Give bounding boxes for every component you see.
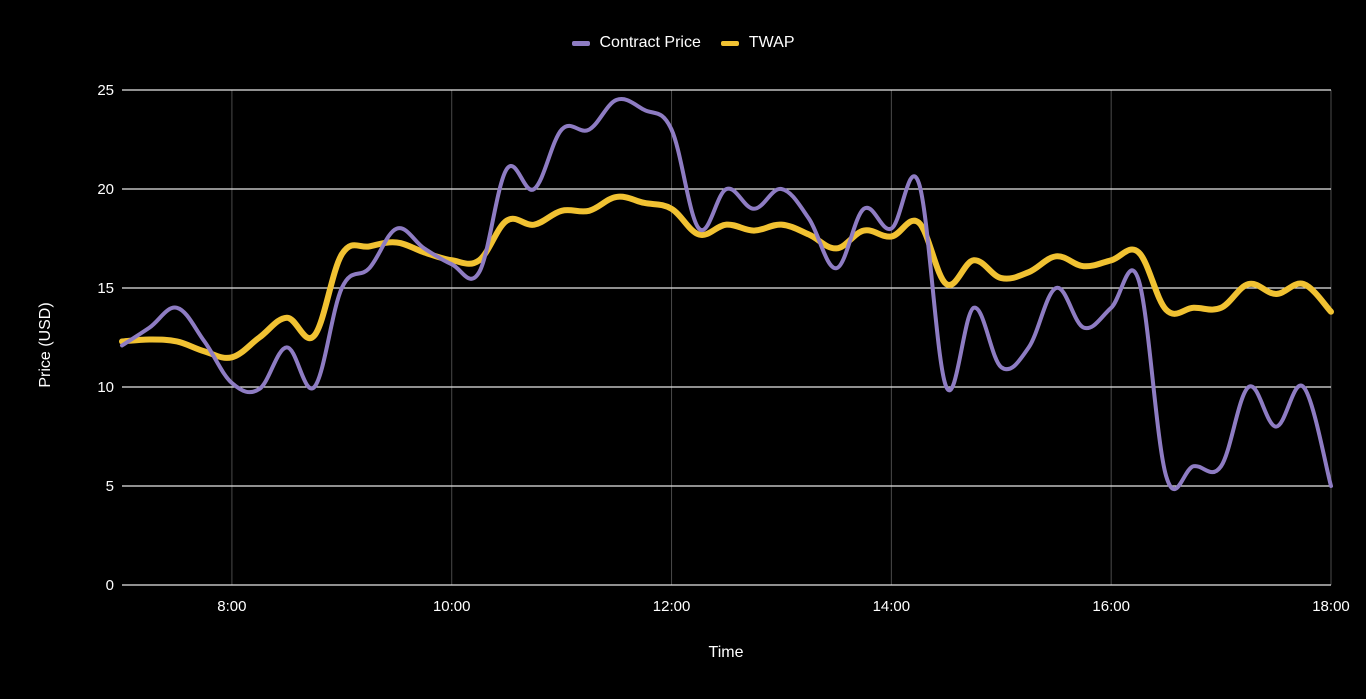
y-axis-title: Price (USD) (37, 302, 54, 388)
y-tick-label: 5 (106, 478, 114, 495)
y-tick-label: 25 (97, 82, 114, 99)
x-tick-label: 14:00 (873, 598, 911, 615)
contract-price-swatch-icon (571, 40, 590, 46)
legend-item-twap[interactable]: TWAP (720, 34, 795, 52)
x-axis-title: Time (708, 644, 744, 661)
x-tick-label: 16:00 (1092, 598, 1130, 615)
contract-price-line (120, 97, 1333, 492)
twap-line (119, 193, 1334, 361)
legend-label: TWAP (748, 34, 795, 51)
twap-swatch-icon (720, 40, 739, 46)
x-tick-label: 18:00 (1312, 598, 1350, 615)
horizontal-gridlines (122, 89, 1331, 586)
legend-item-contract-price[interactable]: Contract Price (571, 34, 701, 52)
legend-label: Contract Price (599, 34, 701, 51)
x-tick-label: 10:00 (433, 598, 471, 615)
y-tick-label: 0 (106, 577, 114, 594)
x-tick-label: 8:00 (217, 598, 246, 615)
series-lines (119, 97, 1334, 492)
vertical-gridlines (231, 90, 1332, 585)
x-tick-label: 12:00 (653, 598, 691, 615)
x-axis-ticks: 8:00 10:00 12:00 14:00 16:00 18:00 (217, 598, 1349, 615)
y-tick-label: 20 (97, 181, 114, 198)
legend: Contract Price TWAP (0, 34, 1366, 52)
y-axis-ticks: 0 5 10 15 20 25 (97, 82, 114, 594)
y-tick-label: 15 (97, 280, 114, 297)
y-tick-label: 10 (97, 379, 114, 396)
